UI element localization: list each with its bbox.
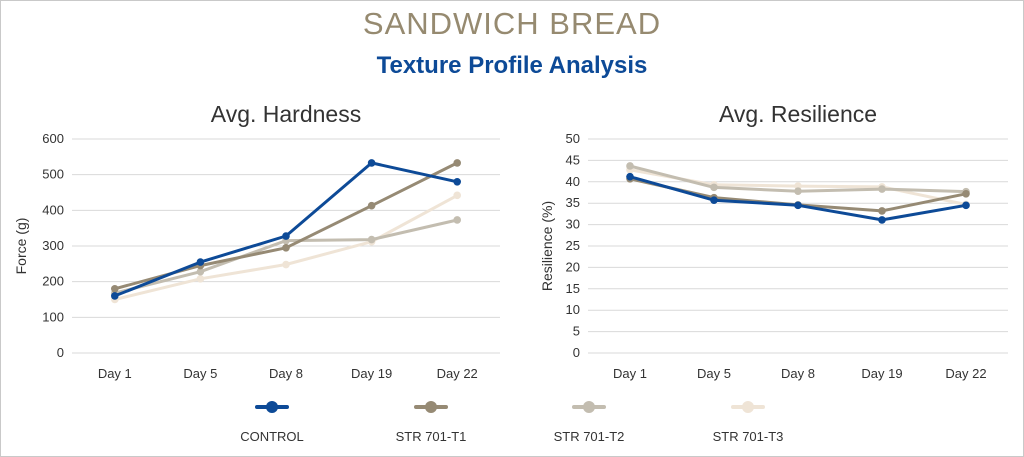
chart2-y-axis-label: Resilience (%) xyxy=(539,201,555,291)
chart1-y-tick-label: 500 xyxy=(42,167,64,182)
chart1-data-point xyxy=(453,216,462,224)
chart1-x-tick-label: Day 5 xyxy=(183,366,217,381)
chart1-title: Avg. Hardness xyxy=(211,101,361,127)
chart2-data-point xyxy=(794,187,802,196)
chart1-data-point xyxy=(453,178,462,186)
chart2-y-tick-label: 25 xyxy=(566,238,580,253)
chart2-y-tick-label: 0 xyxy=(573,345,580,360)
chart1-y-tick-label: 100 xyxy=(42,309,64,324)
chart2-y-tick-label: 30 xyxy=(566,217,580,232)
chart1-y-tick-label: 600 xyxy=(42,131,64,146)
chart2-y-tick-label: 40 xyxy=(566,174,580,189)
chart2-data-point xyxy=(794,201,802,210)
chart1-y-axis-label: Force (g) xyxy=(13,218,29,275)
chart2-x-tick-label: Day 1 xyxy=(613,366,647,381)
chart2-y-tick-label: 50 xyxy=(566,131,580,146)
chart1-data-point xyxy=(196,275,205,283)
page-subtitle: Texture Profile Analysis xyxy=(376,52,648,79)
legend-marker-0 xyxy=(266,401,278,413)
chart2-data-point xyxy=(710,183,718,192)
chart1-x-tick-label: Day 1 xyxy=(98,366,132,381)
chart1-x-tick-label: Day 19 xyxy=(351,366,392,381)
chart1-x-tick-label: Day 22 xyxy=(437,366,478,381)
legend-marker-1 xyxy=(425,401,437,413)
chart1-data-point xyxy=(453,159,462,167)
legend-label-2: STR 701-T2 xyxy=(554,429,625,444)
chart2-data-point xyxy=(878,185,886,193)
chart2-data-point xyxy=(626,172,634,181)
chart1-data-point xyxy=(282,232,290,240)
chart1-data-point xyxy=(367,159,376,167)
chart2-data-point xyxy=(626,162,634,170)
chart1-y-tick-label: 200 xyxy=(42,274,64,289)
chart1-data-point xyxy=(282,243,290,252)
chart2-y-tick-label: 35 xyxy=(566,195,580,210)
chart1-data-point xyxy=(196,267,205,276)
legend-label-0: CONTROL xyxy=(240,429,304,444)
chart2-x-tick-label: Day 22 xyxy=(945,366,986,381)
chart2-x-tick-label: Day 5 xyxy=(697,366,731,381)
chart1-series-line-0 xyxy=(113,161,459,298)
chart1-y-tick-label: 0 xyxy=(57,345,64,360)
chart2-title: Avg. Resilience xyxy=(719,101,877,127)
chart1-y-tick-label: 400 xyxy=(42,202,64,217)
chart2-data-point xyxy=(962,201,970,210)
chart2-y-tick-label: 45 xyxy=(566,152,580,167)
chart1-x-tick-label: Day 8 xyxy=(269,366,303,381)
chart1-data-point xyxy=(196,258,205,266)
legend-label-1: STR 701-T1 xyxy=(396,429,467,444)
chart2-data-point xyxy=(878,216,886,224)
legend-marker-3 xyxy=(742,401,754,413)
legend-marker-2 xyxy=(583,401,595,413)
chart2-data-point xyxy=(710,196,718,205)
chart2-x-tick-label: Day 8 xyxy=(781,366,815,381)
chart2-data-point xyxy=(878,207,886,215)
chart1-data-point xyxy=(111,292,119,300)
chart1-data-point xyxy=(367,201,376,210)
page-title: SANDWICH BREAD xyxy=(362,6,662,41)
chart2-y-tick-label: 15 xyxy=(566,281,580,296)
chart2-x-tick-label: Day 19 xyxy=(861,366,902,381)
chart1-data-point xyxy=(111,285,119,293)
chart1-data-point xyxy=(282,260,290,269)
chart2-y-tick-label: 10 xyxy=(566,302,580,317)
chart2-y-tick-label: 20 xyxy=(566,259,580,274)
chart1-series-line-1 xyxy=(113,161,459,291)
legend-label-3: STR 701-T3 xyxy=(713,429,784,444)
chart1-data-point xyxy=(453,191,462,200)
chart2-y-tick-label: 5 xyxy=(573,324,580,339)
chart1-data-point xyxy=(367,235,376,244)
chart2-data-point xyxy=(962,189,970,198)
chart1-y-tick-label: 300 xyxy=(42,238,64,253)
